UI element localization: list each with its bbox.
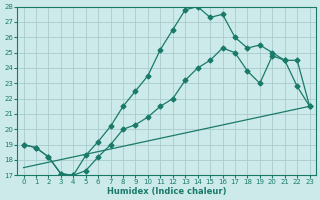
X-axis label: Humidex (Indice chaleur): Humidex (Indice chaleur) [107,187,226,196]
